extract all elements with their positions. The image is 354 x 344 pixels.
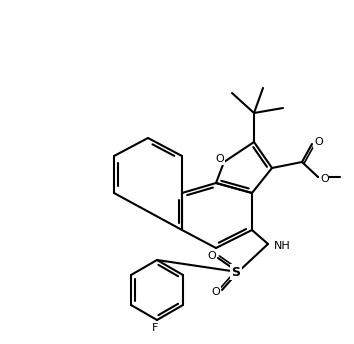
Text: O: O: [320, 174, 329, 184]
Text: O: O: [207, 251, 216, 261]
Text: O: O: [211, 287, 220, 297]
Text: O: O: [314, 137, 323, 147]
Text: O: O: [216, 154, 224, 164]
Text: NH: NH: [274, 241, 291, 251]
Text: S: S: [232, 266, 240, 279]
Text: F: F: [152, 323, 158, 333]
